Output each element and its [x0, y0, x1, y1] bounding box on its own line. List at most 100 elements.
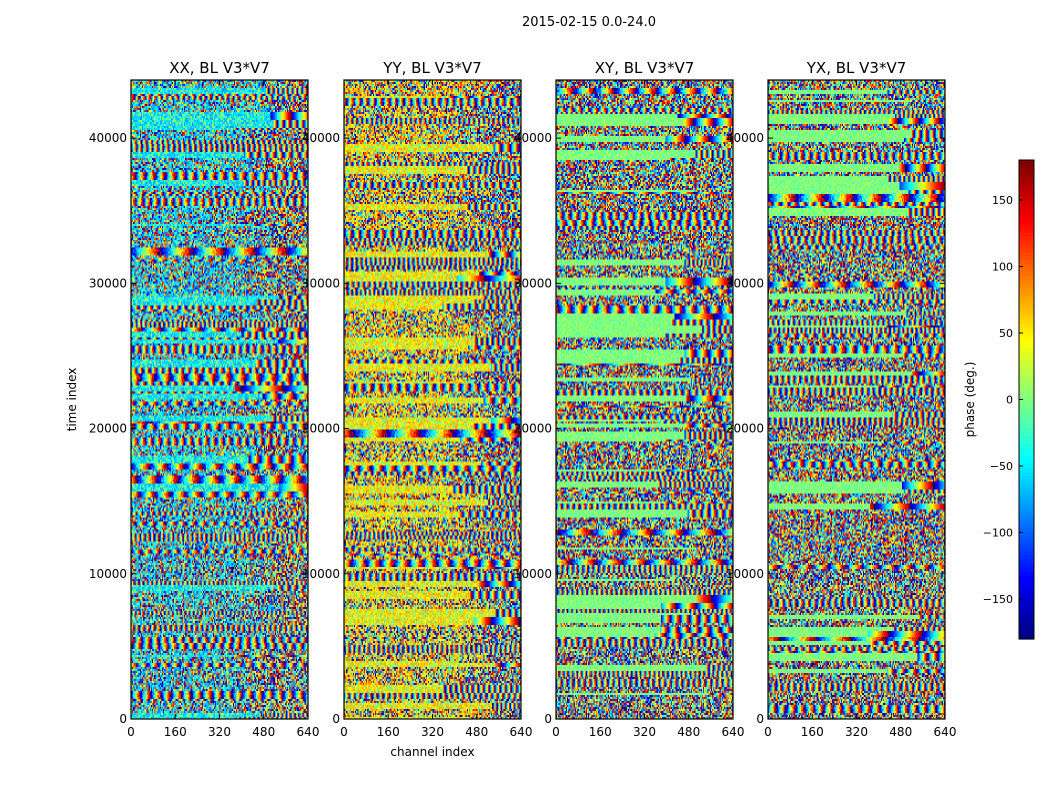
y-tick-label: 10000 [302, 567, 340, 581]
figure-title: 2015-02-15 0.0-24.0 [522, 15, 656, 30]
x-tick-label: 480 [465, 725, 488, 739]
colorbar-tick-label: 50 [999, 327, 1013, 340]
colorbar-segment [1019, 579, 1034, 584]
colorbar-segment [1019, 255, 1034, 261]
colorbar-segment [1019, 187, 1034, 193]
colorbar-segment [1019, 515, 1034, 520]
colorbar: −150 −100 −50 0 50 100 150 phase (deg.) [963, 159, 1035, 640]
colorbar-segment [1019, 307, 1034, 313]
colorbar-segment [1019, 231, 1034, 237]
y-tick-label: 10000 [726, 567, 764, 581]
y-tick-label: 20000 [514, 422, 552, 436]
colorbar-segment [1019, 215, 1034, 221]
panel-title: XX, BL V3*V7 [169, 59, 270, 77]
y-tick-label: 0 [332, 712, 340, 726]
x-tick-label: 640 [722, 725, 745, 739]
colorbar-segment [1019, 319, 1034, 325]
x-tick-label: 160 [801, 725, 824, 739]
colorbar-segment [1019, 287, 1034, 293]
colorbar-segment [1019, 407, 1034, 413]
colorbar-segment [1019, 315, 1034, 321]
x-tick-label: 0 [552, 725, 560, 739]
heatmap-panel: YY, BL V3*V7 0 160 320 480 640 0 10000 20000 3000… [302, 59, 533, 759]
colorbar-segment [1019, 179, 1034, 185]
colorbar-segment [1019, 331, 1034, 337]
colorbar-segment [1019, 243, 1034, 249]
y-tick-label: 20000 [302, 422, 340, 436]
y-tick-label: 0 [544, 712, 552, 726]
colorbar-segment [1019, 567, 1034, 572]
colorbar-segment [1019, 160, 1034, 165]
colorbar-segment [1019, 295, 1034, 301]
colorbar-segment [1019, 487, 1034, 492]
colorbar-segment [1019, 523, 1034, 528]
x-tick-label: 320 [633, 725, 656, 739]
colorbar-tick-label: 150 [992, 194, 1013, 207]
colorbar-segment [1019, 247, 1034, 253]
colorbar-segment [1019, 275, 1034, 281]
colorbar-segment [1019, 383, 1034, 389]
colorbar-segment [1019, 311, 1034, 317]
colorbar-segment [1019, 291, 1034, 297]
colorbar-segment [1019, 367, 1034, 373]
y-tick-label: 30000 [302, 276, 340, 290]
y-tick-label: 30000 [89, 276, 127, 290]
x-tick-label: 480 [677, 725, 700, 739]
x-tick-label: 320 [421, 725, 444, 739]
colorbar-segment [1019, 459, 1034, 464]
colorbar-segment [1019, 455, 1034, 460]
colorbar-segment [1019, 611, 1034, 616]
colorbar-segment [1019, 379, 1034, 385]
colorbar-segment [1019, 283, 1034, 289]
y-tick-label: 30000 [514, 276, 552, 290]
colorbar-segment [1019, 463, 1034, 468]
x-tick-label: 160 [377, 725, 400, 739]
colorbar-segment [1019, 303, 1034, 309]
colorbar-segment [1019, 527, 1034, 532]
colorbar-segment [1019, 627, 1034, 632]
colorbar-segment [1019, 443, 1034, 448]
x-tick-label: 320 [845, 725, 868, 739]
colorbar-segment [1019, 599, 1034, 604]
colorbar-segment [1019, 363, 1034, 369]
colorbar-segment [1019, 415, 1034, 421]
colorbar-tick-label: 100 [992, 260, 1013, 273]
colorbar-segment [1019, 495, 1034, 500]
colorbar-segment [1019, 207, 1034, 213]
colorbar-segment [1019, 163, 1034, 169]
colorbar-segment [1019, 563, 1034, 568]
colorbar-segment [1019, 259, 1034, 265]
colorbar-tick-label: 0 [1006, 394, 1013, 407]
colorbar-segment [1019, 439, 1034, 445]
colorbar-segment [1019, 299, 1034, 305]
colorbar-segment [1019, 511, 1034, 516]
colorbar-segment [1019, 451, 1034, 456]
colorbar-segment [1019, 595, 1034, 600]
colorbar-segment [1019, 507, 1034, 512]
colorbar-segment [1019, 519, 1034, 524]
colorbar-segment [1019, 399, 1034, 405]
colorbar-segment [1019, 447, 1034, 452]
colorbar-segment [1019, 607, 1034, 612]
colorbar-segment [1019, 559, 1034, 564]
colorbar-segment [1019, 271, 1034, 277]
colorbar-segment [1019, 175, 1034, 181]
colorbar-segment [1019, 623, 1034, 628]
x-tick-label: 640 [297, 725, 320, 739]
heatmap-image [344, 80, 521, 719]
colorbar-segment [1019, 539, 1034, 544]
colorbar-segment [1019, 571, 1034, 576]
colorbar-segment [1019, 547, 1034, 552]
x-tick-label: 480 [252, 725, 275, 739]
colorbar-segment [1019, 467, 1034, 472]
colorbar-segment [1019, 359, 1034, 365]
y-tick-label: 10000 [89, 567, 127, 581]
heatmap-panel: XY, BL V3*V7 0 160 320 480 640 0 10000 20000 3000… [514, 59, 745, 739]
colorbar-segment [1019, 335, 1034, 341]
y-tick-label: 10000 [514, 567, 552, 581]
heatmap-panels: XX, BL V3*V7 0 160 320 480 640 0 10000 20000 3000… [65, 59, 956, 759]
colorbar-segment [1019, 575, 1034, 580]
colorbar-segment [1019, 587, 1034, 592]
panel-title: XY, BL V3*V7 [595, 59, 695, 77]
